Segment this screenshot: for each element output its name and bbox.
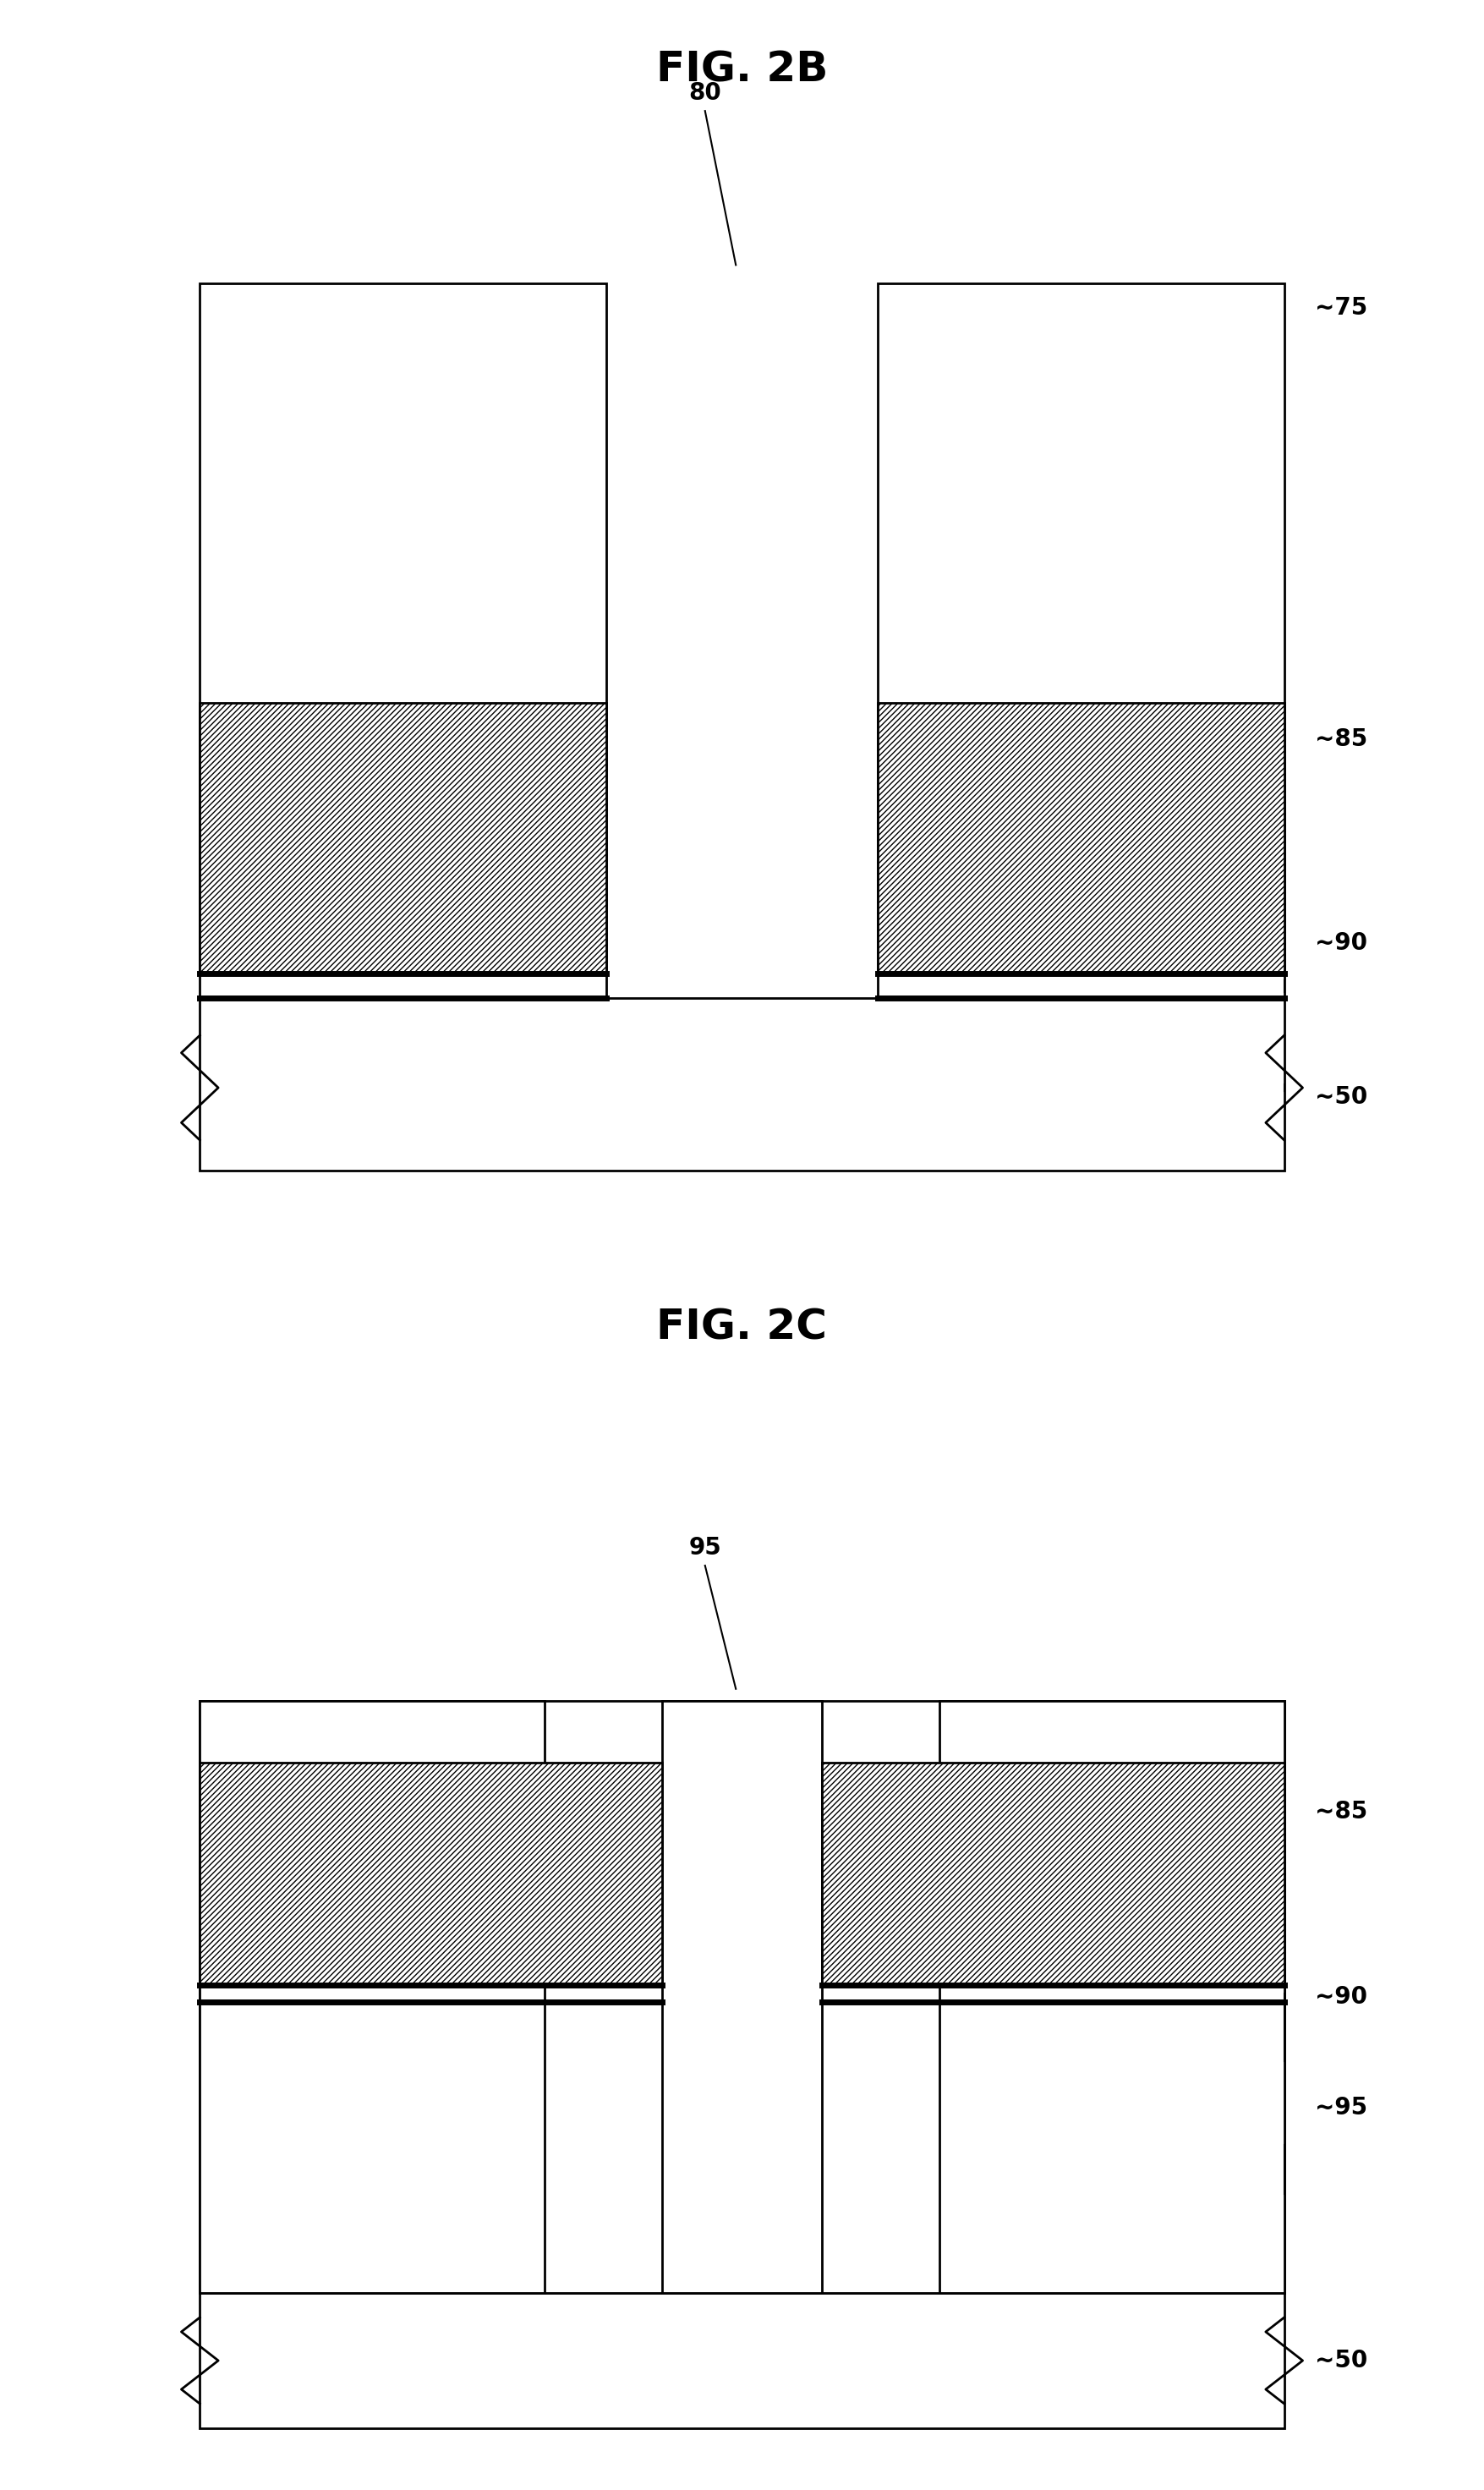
Text: FIG. 2B: FIG. 2B bbox=[656, 50, 828, 90]
Bar bbox=[877, 702, 1284, 974]
Bar bbox=[200, 1701, 1284, 2293]
Text: ~50: ~50 bbox=[1315, 2348, 1368, 2373]
Text: 80: 80 bbox=[689, 82, 721, 105]
Text: ~50: ~50 bbox=[1315, 1086, 1368, 1108]
Bar bbox=[200, 998, 1284, 1170]
Text: ~90: ~90 bbox=[1315, 931, 1367, 954]
Text: 95: 95 bbox=[689, 1536, 721, 1559]
Text: ~85: ~85 bbox=[1315, 727, 1368, 752]
Bar bbox=[822, 1763, 1284, 1985]
Bar bbox=[662, 1701, 822, 2293]
Text: ~75: ~75 bbox=[1315, 296, 1368, 321]
Bar bbox=[200, 702, 607, 974]
Text: ~85: ~85 bbox=[1315, 1800, 1368, 1825]
Text: ~90: ~90 bbox=[1315, 1985, 1367, 2009]
Text: FIG. 2C: FIG. 2C bbox=[656, 1307, 828, 1347]
Bar bbox=[877, 284, 1284, 998]
Bar bbox=[200, 2293, 1284, 2428]
Bar bbox=[200, 1701, 545, 2293]
Bar bbox=[200, 284, 607, 998]
Text: ~95: ~95 bbox=[1315, 2097, 1368, 2119]
Bar bbox=[200, 1763, 662, 1985]
Bar bbox=[939, 1701, 1284, 2293]
